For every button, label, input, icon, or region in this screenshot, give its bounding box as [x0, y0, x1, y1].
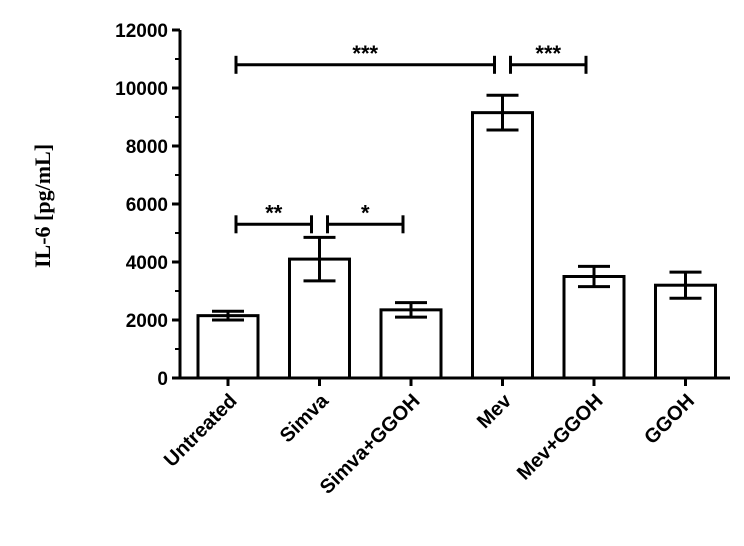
y-axis-title: IL-6 [pg/mL] [30, 144, 55, 268]
significance-label: * [361, 200, 370, 225]
bar [562, 275, 626, 380]
y-tick-label: 8000 [126, 137, 168, 158]
bar [196, 314, 260, 380]
x-category-label: Simva [276, 389, 334, 447]
x-category-label: Mev+GGOH [513, 390, 608, 485]
y-tick-label: 0 [157, 369, 168, 390]
y-tick-label: 4000 [126, 253, 168, 274]
bars [196, 93, 717, 386]
x-category-label: Mev [473, 389, 517, 433]
significance-brackets: *** ***** * [234, 41, 588, 234]
x-category-label: GGOH [640, 390, 699, 449]
x-category-label: Untreated [160, 390, 242, 472]
y-tick-label: 10000 [115, 79, 168, 100]
y-tick-label: 2000 [126, 311, 168, 332]
significance-label: *** [535, 41, 561, 66]
bar [471, 111, 534, 380]
axes: 0 2000 4000 6000 8000 10000 12000 [115, 21, 730, 390]
bar [379, 308, 443, 380]
y-tick-label: 6000 [126, 195, 168, 216]
significance-label: *** [352, 41, 378, 66]
significance-label: ** [265, 200, 283, 225]
y-tick-label: 12000 [115, 21, 168, 42]
